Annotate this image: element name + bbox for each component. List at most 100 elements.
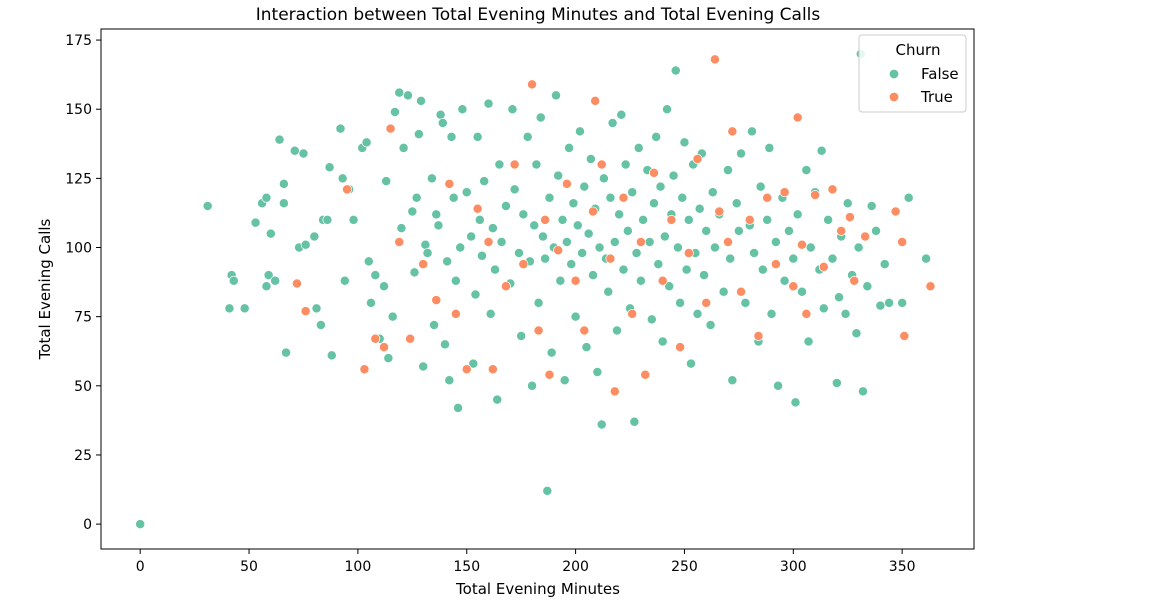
scatter-point-true — [897, 237, 908, 247]
scatter-point-false — [816, 145, 827, 156]
x-tick-label: 200 — [562, 559, 589, 575]
scatter-point-true — [450, 308, 461, 319]
scatter-point-true — [762, 192, 773, 203]
scatter-point-false — [686, 358, 696, 369]
scatter-point-false — [564, 142, 575, 153]
scatter-point-false — [764, 142, 775, 153]
scatter-point-true — [744, 214, 755, 225]
scatter-point-false — [723, 165, 733, 176]
scatter-point-true — [300, 306, 311, 317]
scatter-point-false — [581, 342, 592, 353]
legend-marker-false — [888, 68, 900, 80]
scatter-point-true — [618, 192, 629, 203]
scatter-point-false — [598, 173, 609, 184]
scatter-point-true — [723, 237, 733, 247]
scatter-point-true — [836, 225, 847, 236]
scatter-point-false — [653, 259, 664, 270]
scatter-point-false — [381, 176, 392, 187]
scatter-point-false — [309, 231, 320, 242]
scatter-point-false — [537, 231, 548, 242]
scatter-point-false — [766, 308, 777, 319]
scatter-point-false — [649, 198, 659, 209]
scatter-point-true — [890, 206, 901, 217]
scatter-point-false — [755, 181, 766, 192]
scatter-point-false — [135, 519, 146, 530]
scatter-point-false — [529, 220, 540, 231]
scatter-point-true — [714, 206, 725, 217]
scatter-point-true — [818, 261, 829, 272]
scatter-point-true — [801, 308, 812, 319]
scatter-point-true — [753, 331, 764, 341]
scatter-point-false — [583, 228, 594, 239]
scatter-point-false — [871, 225, 881, 236]
scatter-point-false — [300, 239, 311, 250]
scatter-point-false — [477, 250, 487, 261]
scatter-point-false — [840, 308, 851, 319]
scatter-point-true — [579, 325, 590, 336]
scatter-point-false — [413, 129, 424, 140]
scatter-point-true — [827, 184, 838, 195]
scatter-point-false — [718, 286, 729, 297]
scatter-point-true — [779, 187, 790, 198]
scatter-point-false — [322, 214, 333, 225]
scatter-point-false — [788, 253, 799, 264]
scatter-point-true — [431, 295, 442, 306]
scatter-point-true — [370, 333, 381, 344]
scatter-point-true — [359, 364, 370, 375]
scatter-point-true — [770, 259, 781, 270]
scatter-point-true — [727, 126, 738, 137]
y-tick-label: 0 — [83, 517, 92, 533]
scatter-point-false — [527, 380, 538, 391]
scatter-point-false — [683, 214, 694, 225]
scatter-point-false — [557, 214, 568, 225]
scatter-point-false — [507, 104, 518, 115]
scatter-point-false — [655, 181, 666, 192]
y-tick-label: 175 — [65, 33, 92, 49]
scatter-point-false — [622, 225, 633, 236]
scatter-point-true — [527, 79, 538, 90]
scatter-point-true — [500, 281, 511, 292]
scatter-point-true — [844, 212, 855, 223]
scatter-point-false — [453, 402, 463, 413]
scatter-point-false — [677, 192, 688, 203]
scatter-point-false — [366, 297, 376, 308]
scatter-point-false — [553, 170, 564, 181]
scatter-point-true — [483, 237, 494, 247]
scatter-point-false — [274, 134, 285, 145]
scatter-point-false — [834, 292, 844, 303]
scatter-point-false — [500, 201, 511, 211]
scatter-point-false — [770, 237, 781, 247]
scatter-point-false — [490, 264, 500, 275]
scatter-point-false — [228, 275, 239, 286]
scatter-point-false — [594, 242, 605, 253]
scatter-point-false — [773, 380, 784, 391]
scatter-point-true — [544, 369, 555, 380]
scatter-point-true — [692, 154, 703, 164]
scatter-point-true — [379, 342, 389, 353]
scatter-point-false — [709, 242, 720, 253]
scatter-point-true — [487, 364, 498, 375]
scatter-point-false — [570, 311, 581, 322]
scatter-point-false — [442, 256, 453, 267]
y-tick-label: 125 — [65, 171, 92, 187]
scatter-point-true — [342, 184, 352, 195]
legend-marker-true — [888, 91, 900, 103]
legend-title: Churn — [896, 41, 941, 59]
scatter-point-false — [644, 237, 655, 247]
x-tick-label: 350 — [889, 559, 916, 575]
x-axis-ticks: 0 50 100 150 200 250 300 350 — [136, 549, 916, 575]
scatter-point-false — [614, 209, 625, 220]
scatter-point-false — [551, 90, 561, 101]
scatter-point-false — [631, 248, 642, 258]
scatter-point-false — [699, 270, 709, 281]
scatter-point-false — [618, 264, 629, 275]
scatter-point-false — [403, 90, 413, 101]
scatter-point-false — [627, 187, 638, 198]
scatter-point-false — [664, 281, 675, 292]
scatter-point-false — [921, 253, 932, 264]
scatter-point-false — [370, 270, 381, 281]
x-tick-label: 300 — [780, 559, 807, 575]
scatter-point-false — [422, 248, 433, 258]
